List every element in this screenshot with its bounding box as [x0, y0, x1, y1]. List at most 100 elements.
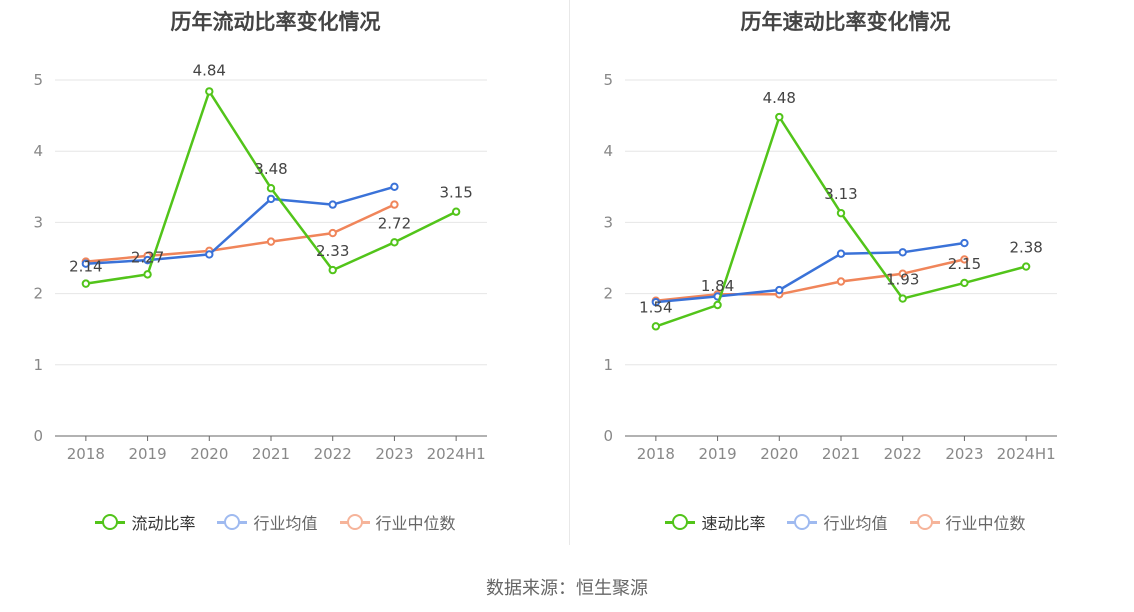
chart-panel-current-ratio: 历年流动比率变化情况 0 1 2 3 4 5 2018 2019 2020 2021 2022 202…: [0, 0, 567, 545]
data-point: [390, 238, 399, 247]
data-point: [328, 265, 337, 275]
x-tick-label: 2018: [67, 445, 105, 463]
legend: 流动比率 行业均值 行业中位数: [0, 510, 551, 534]
data-label: 4.48: [763, 89, 796, 107]
data-point: [143, 270, 152, 279]
x-tick-label: 2019: [128, 445, 166, 463]
legend-marker-icon: [909, 514, 940, 530]
x-tick-label: 2023: [375, 445, 413, 463]
legend-label: 行业均值: [253, 514, 318, 533]
x-tick-label: 2020: [190, 445, 228, 463]
data-point: [81, 259, 91, 268]
data-point: [1021, 262, 1031, 271]
legend-label: 行业中位数: [945, 514, 1026, 533]
data-point: [451, 207, 461, 216]
data-source-note: 数据来源：恒生聚源: [486, 578, 648, 599]
data-label: 2.27: [131, 248, 164, 266]
x-tick-label: 2024H1: [427, 445, 486, 463]
data-label: 1.54: [639, 298, 672, 316]
data-point: [836, 277, 846, 286]
x-tick-label: 2021: [822, 445, 860, 463]
legend-item-avg[interactable]: 行业均值: [787, 510, 888, 534]
data-point: [81, 279, 91, 288]
y-tick-label: 1: [33, 356, 43, 374]
data-point: [205, 250, 214, 259]
data-point: [836, 208, 846, 218]
y-tick-label: 3: [33, 213, 43, 231]
data-point: [143, 255, 152, 265]
data-point: [775, 112, 784, 122]
data-label: 2.15: [948, 255, 981, 273]
legend-marker-icon: [217, 514, 248, 530]
x-tick-label: 2021: [252, 445, 290, 463]
data-point: [266, 194, 276, 204]
y-tick-label: 5: [603, 71, 613, 89]
y-tick-label: 4: [33, 142, 43, 160]
data-point: [836, 249, 846, 258]
data-point: [775, 285, 784, 295]
chart-title: 历年流动比率变化情况: [170, 10, 381, 34]
legend-label: 速动比率: [701, 514, 766, 533]
data-point: [266, 184, 276, 193]
data-point: [898, 269, 907, 278]
data-point: [960, 238, 969, 248]
y-tick-label: 2: [33, 285, 43, 303]
data-point: [898, 248, 907, 257]
legend-item-median[interactable]: 行业中位数: [909, 510, 1026, 534]
data-label: 2.33: [316, 242, 349, 260]
x-tick-label: 2024H1: [997, 445, 1056, 463]
data-point: [205, 87, 214, 96]
series-line: [85, 185, 395, 265]
y-tick-label: 1: [603, 356, 613, 374]
legend-label: 流动比率: [131, 514, 196, 533]
panel-divider: [569, 0, 570, 545]
data-label: 3.48: [254, 160, 287, 178]
x-tick-label: 2022: [314, 445, 352, 463]
data-label: 1.84: [701, 277, 734, 295]
data-point: [328, 200, 337, 209]
legend-marker-icon: [339, 514, 370, 530]
data-label: 3.13: [824, 185, 857, 203]
y-tick-label: 2: [603, 285, 613, 303]
legend-label: 行业中位数: [375, 514, 456, 533]
legend-item-primary[interactable]: 速动比率: [665, 510, 765, 534]
data-point: [898, 294, 907, 303]
data-point: [960, 255, 969, 264]
series-line: [655, 258, 965, 302]
chart-panel-quick-ratio: 历年速动比率变化情况 0 1 2 3 4 5 2018 2019 2020 2021 2022 202…: [570, 0, 1134, 545]
chart-title: 历年速动比率变化情况: [740, 10, 951, 34]
data-label: 1.93: [886, 271, 919, 289]
legend-marker-icon: [665, 514, 696, 530]
x-tick-label: 2020: [760, 445, 798, 463]
chart-plot-quick-ratio: 0 1 2 3 4 5 2018 2019 2020 2021 2022 2023 2024H1 1.54…: [603, 71, 1057, 463]
y-tick-label: 0: [603, 427, 613, 445]
data-point: [390, 182, 399, 192]
legend-item-median[interactable]: 行业中位数: [339, 510, 456, 534]
data-label: 3.15: [439, 184, 472, 202]
data-point: [328, 228, 337, 238]
series-line: [85, 203, 395, 263]
legend: 速动比率 行业均值 行业中位数: [570, 510, 1121, 534]
x-tick-label: 2019: [698, 445, 736, 463]
x-tick-label: 2022: [884, 445, 922, 463]
data-point: [960, 278, 969, 288]
data-point: [713, 300, 722, 310]
legend-item-primary[interactable]: 流动比率: [95, 510, 195, 534]
chart-plot-current-ratio: 0 1 2 3 4 5 2018 2019 2020 2021 2022 2023 2024H1 2.14…: [33, 61, 487, 463]
x-tick-label: 2018: [637, 445, 675, 463]
legend-marker-icon: [95, 514, 126, 530]
data-label: 2.38: [1009, 239, 1042, 257]
y-tick-label: 0: [33, 427, 43, 445]
legend-item-avg[interactable]: 行业均值: [217, 510, 318, 534]
y-tick-label: 5: [33, 71, 43, 89]
y-tick-label: 4: [603, 142, 613, 160]
data-point: [651, 297, 661, 307]
series-line: [655, 241, 965, 304]
data-point: [390, 200, 399, 209]
legend-marker-icon: [787, 514, 818, 530]
data-label: 2.14: [69, 258, 102, 276]
data-point: [266, 237, 276, 246]
data-label: 4.84: [193, 61, 226, 79]
data-point: [651, 322, 661, 331]
legend-label: 行业均值: [823, 514, 888, 533]
